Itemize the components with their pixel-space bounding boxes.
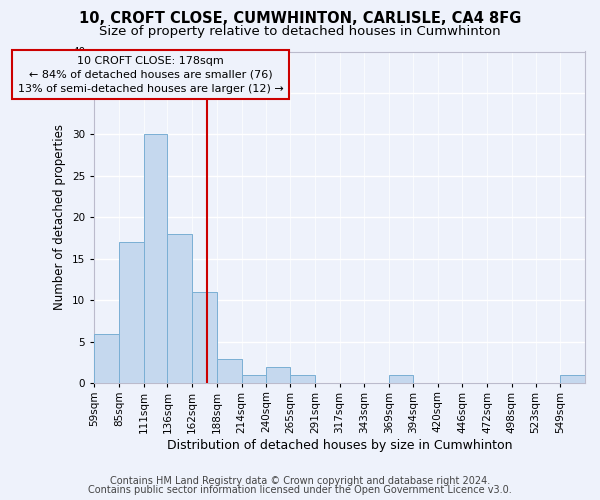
Bar [192, 292, 217, 384]
Bar [144, 134, 167, 384]
Bar [94, 334, 119, 384]
Bar [119, 242, 144, 384]
Text: Size of property relative to detached houses in Cumwhinton: Size of property relative to detached ho… [99, 25, 501, 38]
Text: Contains public sector information licensed under the Open Government Licence v3: Contains public sector information licen… [88, 485, 512, 495]
Bar [266, 367, 290, 384]
Text: 10 CROFT CLOSE: 178sqm
← 84% of detached houses are smaller (76)
13% of semi-det: 10 CROFT CLOSE: 178sqm ← 84% of detached… [18, 56, 284, 94]
Bar [389, 375, 413, 384]
Bar [290, 375, 315, 384]
Bar [560, 375, 585, 384]
Bar [217, 358, 242, 384]
Bar [167, 234, 192, 384]
Text: Contains HM Land Registry data © Crown copyright and database right 2024.: Contains HM Land Registry data © Crown c… [110, 476, 490, 486]
Text: 10, CROFT CLOSE, CUMWHINTON, CARLISLE, CA4 8FG: 10, CROFT CLOSE, CUMWHINTON, CARLISLE, C… [79, 11, 521, 26]
X-axis label: Distribution of detached houses by size in Cumwhinton: Distribution of detached houses by size … [167, 440, 512, 452]
Bar [242, 375, 266, 384]
Y-axis label: Number of detached properties: Number of detached properties [53, 124, 67, 310]
